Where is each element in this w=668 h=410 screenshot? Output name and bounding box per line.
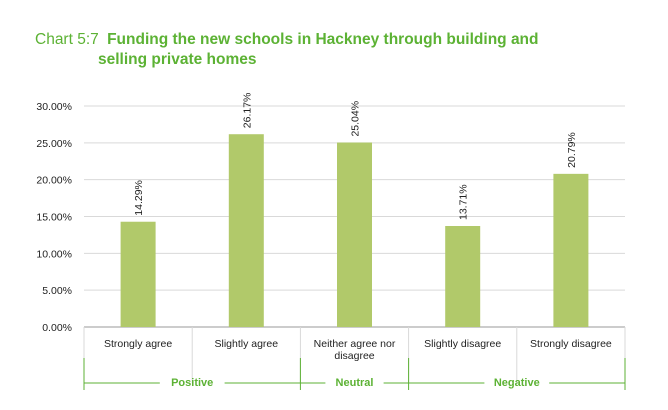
- y-tick-label: 25.00%: [36, 138, 72, 150]
- category-label: Strongly disagree: [530, 338, 612, 350]
- data-label: 13.71%: [458, 184, 470, 220]
- y-tick-label: 15.00%: [36, 212, 72, 224]
- data-label: 20.79%: [566, 132, 578, 168]
- data-label: 14.29%: [133, 180, 145, 216]
- y-tick-label: 0.00%: [42, 322, 72, 334]
- category-label: Strongly agree: [104, 338, 172, 350]
- group-label: Neutral: [336, 377, 374, 389]
- bar: [120, 221, 156, 327]
- bar: [337, 142, 372, 327]
- category-labels: Strongly agree Slightly agree Neither agre…: [104, 338, 612, 362]
- y-tick-label: 20.00%: [36, 175, 72, 187]
- y-tick-label: 10.00%: [36, 248, 72, 260]
- bar: [445, 226, 481, 327]
- chart-number: Chart 5:7: [35, 31, 99, 48]
- y-tick-label: 30.00%: [36, 101, 72, 113]
- group-label: Positive: [171, 377, 213, 389]
- chart-title: Chart 5:7 Funding the new schools in Hac…: [35, 30, 635, 70]
- bar: [228, 134, 264, 327]
- bar: [553, 173, 589, 327]
- category-label: Slightly disagree: [424, 338, 501, 350]
- data-labels: 14.29% 26.17% 25.04% 13.71% 20.79%: [133, 93, 578, 220]
- data-label: 26.17%: [241, 93, 253, 129]
- group-labels: Positive Neutral Negative: [83, 358, 626, 390]
- category-label: Neither agree nor disagree: [314, 338, 396, 362]
- chart-title-line1: Funding the new schools in Hackney throu…: [107, 31, 539, 48]
- y-axis-ticks: 0.00% 5.00% 10.00% 15.00% 20.00% 25.00% 30.00%: [36, 101, 72, 334]
- y-tick-label: 5.00%: [42, 285, 72, 297]
- group-label: Negative: [494, 377, 540, 389]
- data-label: 25.04%: [350, 101, 362, 137]
- bars: [120, 134, 589, 327]
- chart-title-line2: selling private homes: [98, 51, 257, 68]
- category-label: Slightly agree: [214, 338, 278, 350]
